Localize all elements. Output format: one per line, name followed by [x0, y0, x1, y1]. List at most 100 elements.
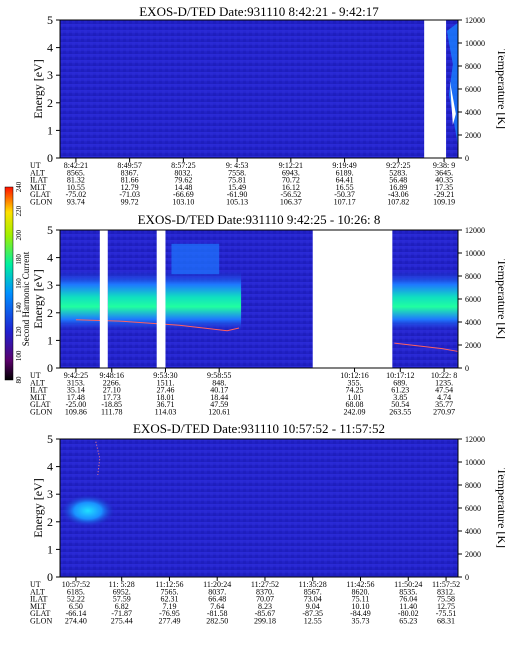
- table-cell: 10.10: [351, 602, 369, 611]
- table-cell: 8565.: [67, 168, 85, 177]
- y-tick-label: 0: [47, 361, 53, 375]
- table-row-label: MLT: [30, 602, 46, 611]
- table-cell: 6952.: [113, 587, 131, 596]
- table-cell: 9:58:55: [207, 371, 231, 380]
- emission-band: [60, 268, 100, 333]
- table-cell: 35.73: [351, 617, 369, 626]
- panel-2: EXOS-D/TED Date:931110 9:42:25 - 10:26: …: [30, 212, 505, 417]
- table-cell: -50.37: [334, 190, 355, 199]
- table-cell: 270.97: [433, 408, 455, 417]
- table-cell: 75.81: [228, 176, 246, 185]
- table-cell: 7.19: [162, 602, 176, 611]
- table-cell: 99.72: [121, 198, 139, 207]
- colorbar-scale: [4, 186, 14, 381]
- table-cell: 10:22: 8: [431, 371, 457, 380]
- table-cell: 64.41: [336, 176, 354, 185]
- table-cell: 62.31: [160, 595, 178, 604]
- y2-tick-label: 12000: [465, 16, 485, 25]
- y2-tick-label: 0: [465, 154, 469, 163]
- table-cell: 36.71: [156, 400, 174, 409]
- y2-tick-label: 12000: [465, 435, 485, 444]
- table-cell: 9.04: [306, 602, 320, 611]
- table-cell: 107.17: [334, 198, 356, 207]
- emission-patch: [60, 494, 116, 528]
- table-row-label: UT: [30, 371, 41, 380]
- y-tick-label: 0: [47, 570, 53, 584]
- emission-spike: [446, 22, 458, 150]
- data-gap: [312, 230, 393, 368]
- data-gap: [156, 230, 166, 368]
- table-cell: 120.61: [208, 408, 230, 417]
- table-row-label: GLAT: [30, 190, 51, 199]
- table-cell: 9:27:25: [386, 161, 410, 170]
- table-cell: 103.10: [172, 198, 194, 207]
- table-cell: 3153.: [67, 378, 85, 387]
- table-cell: 106.37: [280, 198, 302, 207]
- data-gap: [424, 20, 447, 158]
- table-cell: 70.72: [282, 176, 300, 185]
- table-cell: 8.23: [258, 602, 272, 611]
- table-cell: -56.52: [281, 190, 302, 199]
- table-cell: 277.49: [158, 617, 180, 626]
- y2-tick-label: 6000: [465, 295, 481, 304]
- table-row-label: GLON: [30, 198, 52, 207]
- table-cell: 16.89: [389, 183, 407, 192]
- table-cell: 57.59: [113, 595, 131, 604]
- table-row-label: GLON: [30, 617, 52, 626]
- y2-tick-label: 8000: [465, 272, 481, 281]
- panel-title: EXOS-D/TED Date:931110 9:42:25 - 10:26: …: [138, 212, 381, 227]
- table-cell: 15.49: [228, 183, 246, 192]
- table-cell: -84.49: [350, 609, 371, 618]
- table-cell: 8367.: [121, 168, 139, 177]
- table-cell: 17.73: [103, 393, 121, 402]
- table-cell: 12.55: [304, 617, 322, 626]
- table-cell: -76.95: [159, 609, 180, 618]
- table-row-label: GLAT: [30, 609, 51, 618]
- table-cell: 27.10: [103, 386, 121, 395]
- colorbar: 80 100 120 140 160 180 200 220 240 Second Harmon…: [4, 181, 31, 384]
- y2-tick-label: 10000: [465, 458, 485, 467]
- table-cell: 9: 4:53: [226, 161, 248, 170]
- y2-axis-label: Temperature [K]: [495, 49, 505, 129]
- panel-title: EXOS-D/TED Date:931110 8:42:21 - 9:42:17: [139, 4, 379, 19]
- table-cell: 3645.: [435, 168, 453, 177]
- colorbar-tick-label: 160: [15, 278, 23, 289]
- y2-tick-label: 8000: [465, 62, 481, 71]
- table-cell: 50.54: [391, 400, 409, 409]
- table-cell: 11: 5:28: [109, 580, 135, 589]
- table-cell: 76.04: [399, 595, 417, 604]
- table-cell: 47.59: [210, 400, 228, 409]
- colorbar-label: Second Harmonic Current: [21, 251, 31, 346]
- table-cell: 6185.: [67, 587, 85, 596]
- y2-tick-label: 4000: [465, 318, 481, 327]
- table-cell: -25.00: [66, 400, 87, 409]
- table-cell: 11:42:56: [346, 580, 374, 589]
- table-cell: 9:38: 9: [433, 161, 455, 170]
- colorbar-ticks: 80 100 120 140 160 180 200 220 240: [15, 181, 23, 383]
- table-cell: 17.48: [67, 393, 85, 402]
- y2-tick-label: 2000: [465, 341, 481, 350]
- table-cell: 263.55: [389, 408, 411, 417]
- table-cell: 9:19:49: [332, 161, 356, 170]
- data-gap: [99, 230, 108, 368]
- table-cell: 107.82: [387, 198, 409, 207]
- table-row-label: ALT: [30, 378, 45, 387]
- table-cell: 47.54: [435, 386, 453, 395]
- y2-tick-label: 8000: [465, 481, 481, 490]
- table-cell: 8:57:25: [171, 161, 195, 170]
- y2-tick-label: 6000: [465, 504, 481, 513]
- table-cell: -66.69: [173, 190, 194, 199]
- table-cell: 7565.: [160, 587, 178, 596]
- table-cell: 18.44: [210, 393, 228, 402]
- table-cell: 35.77: [435, 400, 453, 409]
- table-cell: 8:42:21: [64, 161, 88, 170]
- table-cell: -71.87: [111, 609, 132, 618]
- y-tick-label: 4: [47, 41, 53, 55]
- table-row-label: UT: [30, 580, 41, 589]
- colorbar-tick-label: 240: [15, 181, 23, 192]
- colorbar-tick-label: 200: [15, 230, 23, 241]
- table-cell: 10:12:16: [340, 371, 368, 380]
- table-cell: 10.55: [67, 183, 85, 192]
- table-cell: 56.48: [389, 176, 407, 185]
- table-row-label: ILAT: [30, 386, 47, 395]
